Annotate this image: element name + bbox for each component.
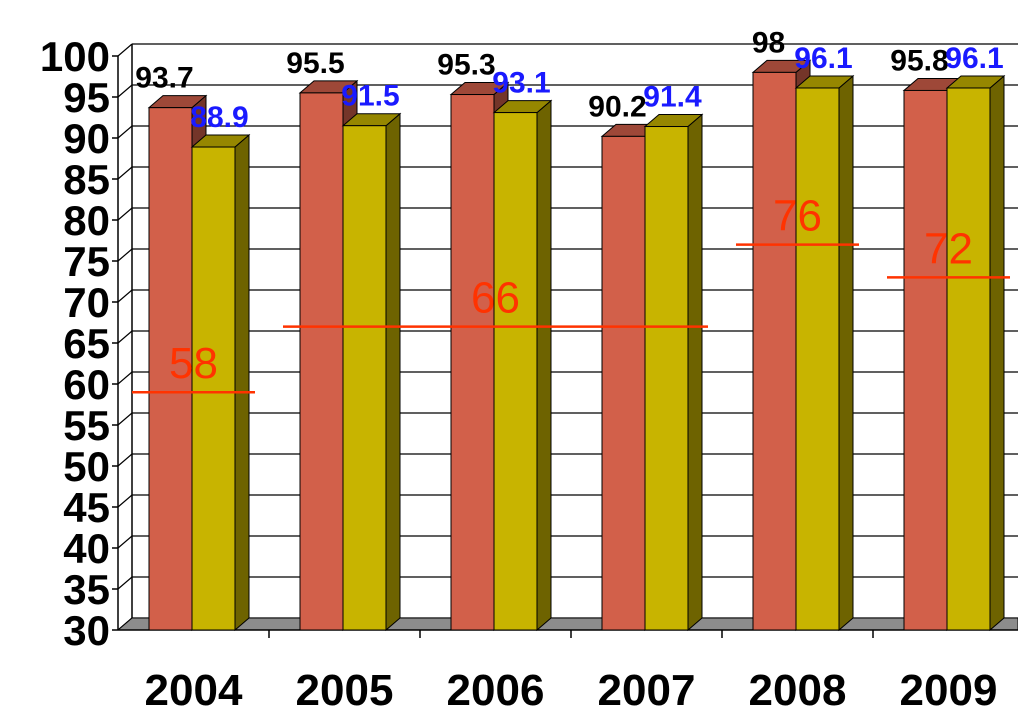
data-label: 96.1 [794,42,852,75]
x-category-label: 2009 [900,666,998,711]
bar-front [191,146,236,631]
y-tick-label: 40 [63,525,110,572]
y-tick-label: 55 [63,402,110,449]
data-label: 95.8 [890,44,948,77]
gridline-depth [117,289,133,303]
gridline-depth [117,330,133,344]
data-label: 98 [752,26,785,59]
gridline-depth [117,535,133,549]
data-label: 95.3 [437,49,495,82]
target-label: 58 [169,339,218,388]
data-label: 91.5 [341,80,399,113]
y-tick-label: 35 [63,566,110,613]
bar [794,74,855,632]
y-tick-label: 75 [63,238,110,285]
data-label: 90.2 [588,90,646,123]
bar-front [342,125,387,631]
bar-side [385,112,401,632]
target-label: 72 [924,224,973,273]
bar-front [795,87,840,631]
x-category-label: 2008 [749,666,847,711]
bar-side [838,74,854,632]
gridline-depth [117,412,133,426]
x-category-label: 2005 [296,666,394,711]
data-label: 88.9 [190,101,248,134]
bar [643,113,704,632]
data-label: 93.1 [492,67,550,100]
bar-side [989,74,1005,632]
bar-side [536,99,552,632]
bar-front [644,126,689,631]
x-category-label: 2004 [145,666,243,711]
gridline-depth [117,207,133,221]
x-category-label: 2007 [598,666,696,711]
bar-side [687,113,703,632]
bar-front [493,112,538,631]
y-tick-label: 80 [63,197,110,244]
floor-plane [116,617,1018,631]
bar-front [903,89,948,631]
bar-front [601,135,646,631]
y-tick-label: 30 [63,607,110,654]
data-label: 96.1 [945,42,1003,75]
gridline-depth [117,453,133,467]
data-labels: 93.788.995.591.595.393.190.291.498 96.1 95… [135,26,1003,134]
data-label: 93.7 [135,62,193,95]
target-label: 66 [471,274,520,323]
gridline-depth [117,494,133,508]
gridlines [117,43,1018,631]
target-label: 76 [773,192,822,241]
bar-front [752,71,797,631]
gridline-depth [117,84,133,98]
bar-front [450,94,495,631]
bar [945,74,1006,632]
bar-front [946,87,991,631]
gridline-depth [117,248,133,262]
gridline-depth [117,125,133,139]
bars [147,59,1006,632]
bar [492,99,553,632]
y-tick-label: 50 [63,443,110,490]
bar-front [148,107,193,631]
gridline-depth [117,371,133,385]
gridline-depth [117,166,133,180]
x-category-label: 2006 [447,666,545,711]
target-lines: 58 66 76 72 [132,192,1010,394]
bar-front [299,92,344,631]
y-tick-label: 60 [63,361,110,408]
y-tick-label: 45 [63,484,110,531]
gridline-depth [117,576,133,590]
bar [341,112,402,632]
y-tick-label: 70 [63,279,110,326]
data-label: 95.5 [286,47,344,80]
y-tick-label: 65 [63,320,110,367]
y-tick-label: 100 [40,33,110,80]
y-tick-label: 90 [63,115,110,162]
bar [190,133,251,632]
bar-side [234,133,250,632]
y-tick-label: 85 [63,156,110,203]
chart-floor [116,617,1018,631]
gridline-depth [117,43,133,57]
data-label: 91.4 [643,81,702,114]
y-tick-label: 95 [63,74,110,121]
